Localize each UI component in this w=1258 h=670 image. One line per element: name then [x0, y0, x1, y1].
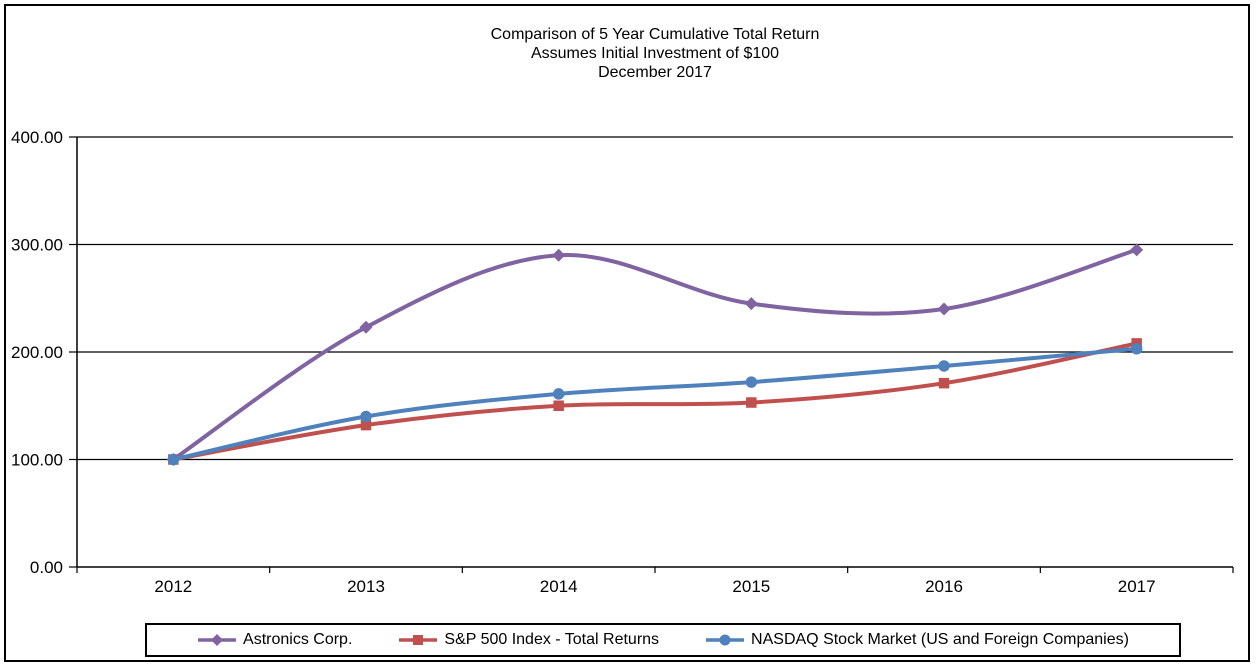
y-axis-tick-label: 400.00: [11, 128, 63, 147]
series-line-s-p-500-index-total-returns: [171, 341, 1139, 462]
legend-item-astronics-corp: Astronics Corp.: [197, 631, 352, 649]
series-nasdaq-stock-market-us-and-foreign-companies: [167, 343, 1143, 466]
legend-item-s-p-500-index-total-returns: S&P 500 Index - Total Returns: [398, 631, 659, 649]
circle-marker-icon: [1130, 343, 1143, 355]
chart-title-line-3: December 2017: [598, 64, 712, 81]
legend-square-icon: [399, 635, 438, 645]
y-axis-tick-label: 300.00: [11, 236, 63, 255]
square-marker-icon: [746, 397, 757, 408]
legend-item-nasdaq-stock-market-us-and-foreign-companies: NASDAQ Stock Market (US and Foreign Comp…: [705, 631, 1129, 649]
x-axis-tick-label: 2014: [540, 577, 578, 596]
square-marker-icon: [553, 400, 564, 411]
circle-marker-icon: [360, 410, 372, 423]
diamond-marker-icon: [937, 302, 951, 316]
chart-outer-border: [4, 4, 1250, 662]
diamond-marker-icon: [744, 297, 758, 311]
diamond-marker-icon: [359, 320, 373, 334]
legend-label: NASDAQ Stock Market (US and Foreign Comp…: [751, 631, 1129, 648]
series-line-astronics-corp: [171, 247, 1139, 462]
circle-marker-icon: [552, 388, 565, 400]
x-axis-tick-label: 2015: [732, 577, 770, 596]
x-axis-tick-label: 2017: [1118, 577, 1156, 596]
x-axis-tick-label: 2012: [154, 577, 192, 596]
square-marker-icon: [360, 419, 372, 431]
chart-title-line-1: Comparison of 5 Year Cumulative Total Re…: [490, 26, 820, 43]
circle-marker-icon: [719, 634, 731, 646]
square-marker-icon: [938, 377, 950, 389]
series-line-nasdaq-stock-market-us-and-foreign-companies: [171, 346, 1139, 462]
legend-diamond-icon: [198, 634, 237, 646]
legend-box: Astronics Corp. S&P 500 Index - Total Ret…: [145, 623, 1181, 657]
chart-title-line-2: Assumes Initial Investment of $100: [530, 45, 780, 62]
diamond-marker-icon: [211, 634, 224, 646]
chart-title: Comparison of 5 Year Cumulative Total Re…: [77, 25, 1233, 82]
legend-circle-icon: [706, 634, 745, 646]
y-axis-tick-label: 200.00: [11, 343, 63, 362]
circle-marker-icon: [745, 376, 758, 388]
x-axis-tick-label: 2016: [925, 577, 963, 596]
square-marker-icon: [413, 635, 424, 645]
circle-marker-icon: [938, 360, 950, 372]
y-axis-tick-label: 100.00: [11, 451, 63, 470]
x-axis-tick-label: 2013: [347, 577, 385, 596]
circle-marker-icon: [167, 453, 180, 466]
legend-label: Astronics Corp.: [243, 631, 353, 648]
diamond-marker-icon: [1130, 243, 1144, 257]
y-axis-tick-label: 0.00: [30, 558, 63, 577]
diamond-marker-icon: [552, 248, 566, 262]
legend-label: S&P 500 Index - Total Returns: [444, 631, 660, 648]
